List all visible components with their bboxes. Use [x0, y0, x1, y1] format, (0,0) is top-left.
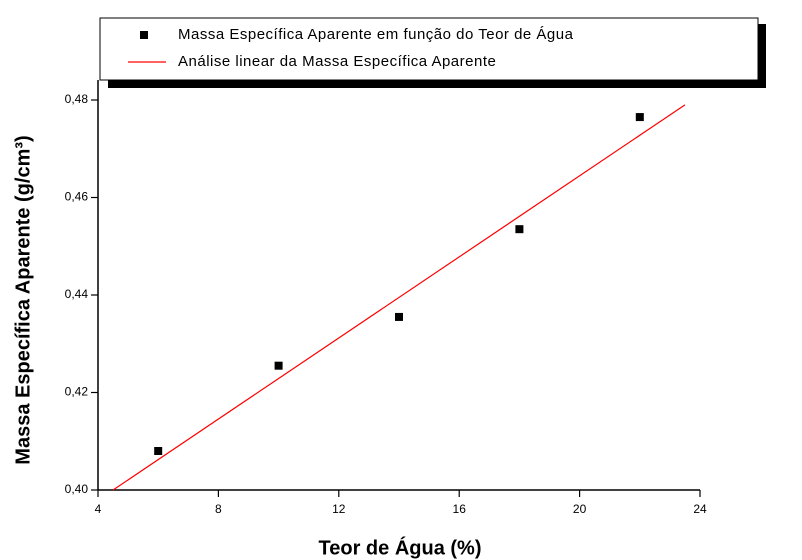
y-tick-label: 0,48	[65, 92, 89, 106]
point	[154, 447, 163, 455]
point	[515, 225, 524, 234]
legend-label: Análise linear da Massa Específica Apare…	[178, 53, 496, 70]
x-tick-label: 20	[573, 502, 587, 516]
point	[274, 361, 283, 370]
y-tick-label: 0,40	[65, 482, 89, 496]
legend-label: Massa Específica Aparente em função do T…	[178, 26, 574, 43]
x-tick-label: 16	[453, 502, 467, 516]
x-tick-label: 24	[693, 502, 707, 516]
point	[635, 113, 644, 122]
y-axis-title: Massa Específica Aparente (g/cm³)	[12, 135, 34, 464]
x-tick-label: 12	[332, 502, 346, 516]
legend-box	[99, 17, 759, 81]
y-tick-label: 0,44	[65, 287, 89, 301]
legend-marker	[140, 31, 148, 39]
y-tick-label: 0,46	[65, 190, 89, 204]
y-tick-label: 0,42	[65, 385, 89, 399]
fit-line	[112, 104, 686, 491]
x-tick-label: 4	[95, 502, 102, 516]
x-axis-title: Teor de Água (%)	[319, 536, 482, 559]
point	[395, 312, 403, 321]
x-tick-label: 8	[215, 502, 222, 516]
